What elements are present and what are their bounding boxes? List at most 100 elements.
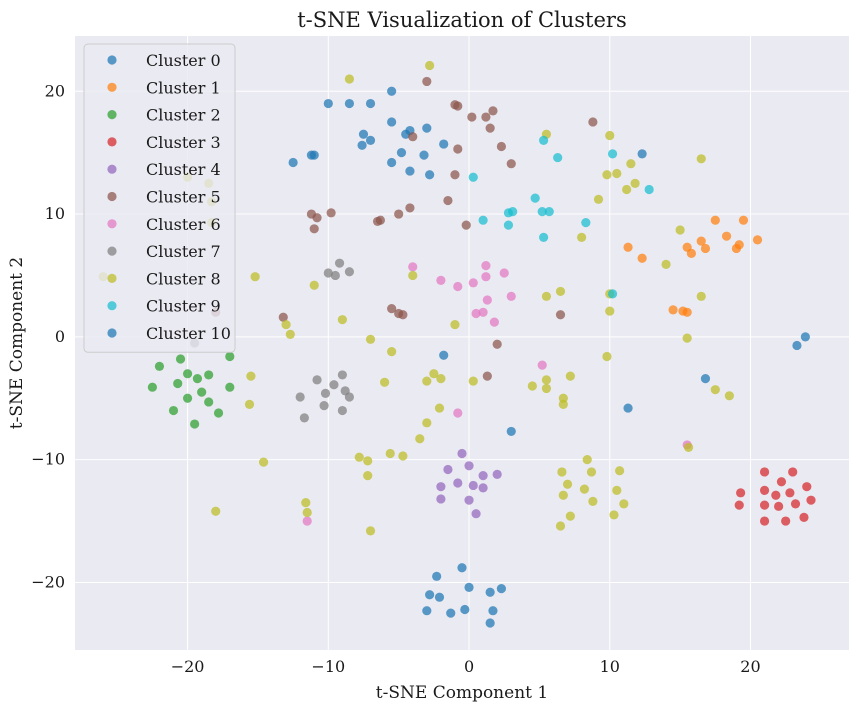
data-point <box>481 272 491 282</box>
data-point <box>588 117 598 127</box>
data-point <box>710 215 720 225</box>
legend-marker <box>107 137 117 147</box>
data-point <box>301 498 311 508</box>
legend-label: Cluster 1 <box>146 78 221 97</box>
data-point <box>302 516 312 526</box>
data-point <box>776 477 787 487</box>
data-point <box>337 315 347 325</box>
legend-marker <box>107 55 117 65</box>
legend-marker <box>107 301 117 311</box>
data-point <box>471 509 481 519</box>
data-point <box>337 370 347 380</box>
data-point <box>499 268 509 278</box>
data-point <box>285 329 295 340</box>
data-point <box>541 383 552 394</box>
data-point <box>481 112 491 122</box>
data-point <box>485 587 495 597</box>
data-point <box>309 224 319 234</box>
x-tick-label: −20 <box>171 657 205 676</box>
data-point <box>337 405 347 416</box>
data-point <box>802 482 812 492</box>
data-point <box>682 307 692 317</box>
data-point <box>644 184 654 195</box>
data-point <box>623 403 633 413</box>
y-tick-label: 0 <box>55 327 65 346</box>
data-point <box>506 291 516 301</box>
data-point <box>602 351 612 362</box>
data-point <box>530 193 540 203</box>
legend-label: Cluster 3 <box>146 133 221 152</box>
data-point <box>488 606 498 616</box>
data-point <box>295 392 305 402</box>
data-point <box>387 157 397 168</box>
data-point <box>467 112 477 122</box>
data-point <box>354 452 364 462</box>
data-point <box>363 456 373 466</box>
data-point <box>422 418 432 428</box>
data-point <box>605 306 615 316</box>
data-point <box>398 451 408 461</box>
data-point <box>478 215 488 225</box>
data-point <box>771 490 781 500</box>
data-point <box>527 381 537 391</box>
data-point <box>581 218 591 228</box>
data-point <box>175 354 186 364</box>
data-point <box>299 413 309 423</box>
data-point <box>686 248 696 258</box>
data-point <box>344 392 355 402</box>
series-9 <box>468 135 654 299</box>
data-point <box>555 286 566 297</box>
data-point <box>759 500 770 510</box>
y-tick-label: 10 <box>45 204 65 223</box>
data-point <box>365 334 376 344</box>
data-point <box>358 129 369 139</box>
data-point <box>302 507 312 518</box>
data-point <box>481 261 491 271</box>
data-point <box>405 166 415 176</box>
data-point <box>204 370 214 380</box>
data-point <box>422 123 432 133</box>
data-point <box>586 467 597 477</box>
data-point <box>323 98 333 109</box>
data-point <box>326 208 336 218</box>
data-point <box>329 380 339 390</box>
data-point <box>436 494 446 504</box>
data-point <box>468 172 478 182</box>
data-point <box>380 377 390 387</box>
data-point <box>682 333 692 343</box>
data-point <box>464 461 474 471</box>
data-point <box>700 374 711 384</box>
legend-marker <box>107 273 117 283</box>
data-point <box>405 203 415 213</box>
data-point <box>192 374 203 384</box>
data-point <box>609 510 619 520</box>
data-point <box>422 76 432 87</box>
series-10 <box>306 149 810 628</box>
data-point <box>173 378 183 389</box>
data-point <box>168 405 179 416</box>
data-point <box>781 516 791 526</box>
data-point <box>312 375 322 385</box>
data-point <box>330 270 340 281</box>
data-point <box>721 231 732 241</box>
data-point <box>637 253 647 263</box>
data-point <box>408 270 418 281</box>
chart-title: t-SNE Visualization of Clusters <box>297 8 627 32</box>
series-2 <box>147 351 235 429</box>
data-point <box>790 499 801 509</box>
legend-label: Cluster 4 <box>146 160 221 179</box>
data-point <box>602 170 612 180</box>
data-point <box>557 467 567 477</box>
x-axis-label: t-SNE Component 1 <box>376 683 548 703</box>
data-point <box>461 220 471 230</box>
data-point <box>506 426 516 437</box>
data-point <box>541 375 552 385</box>
data-point <box>453 101 463 111</box>
data-point <box>492 339 502 349</box>
data-point <box>537 207 547 217</box>
data-point <box>436 482 446 492</box>
data-point <box>668 305 678 315</box>
data-point <box>539 135 549 145</box>
data-point <box>453 408 463 418</box>
data-point <box>334 258 345 268</box>
